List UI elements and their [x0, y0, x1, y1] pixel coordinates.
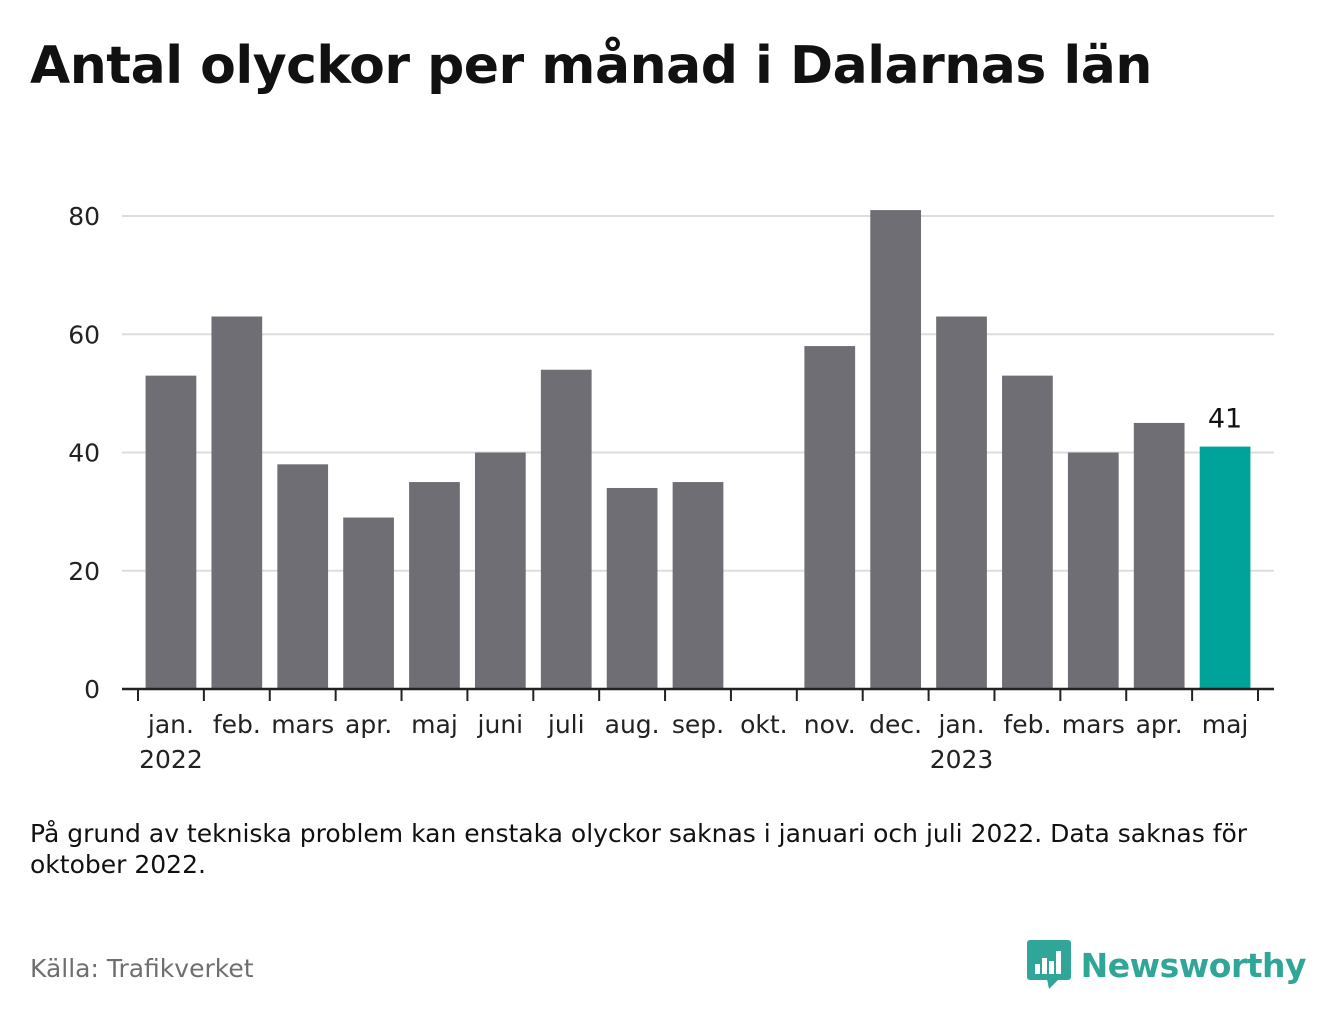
x-tick-label: dec.	[869, 710, 922, 739]
y-tick-label: 40	[68, 439, 100, 468]
y-tick-label: 20	[68, 557, 100, 586]
bar	[870, 210, 922, 689]
x-tick-label: maj	[411, 710, 458, 739]
x-tick-label: mars	[271, 710, 334, 739]
y-tick-label: 80	[68, 202, 100, 231]
source-label: Källa: Trafikverket	[30, 954, 254, 983]
x-tick-label: jan.	[147, 710, 194, 739]
y-tick-label: 0	[84, 675, 100, 704]
bar	[343, 517, 394, 689]
bar	[1002, 375, 1053, 689]
x-tick-label: feb.	[213, 710, 261, 739]
bar	[474, 452, 526, 689]
x-tick-label: jan.	[937, 710, 984, 739]
x-tick-label: apr.	[345, 710, 392, 739]
x-tick-label: maj	[1202, 710, 1249, 739]
bar	[145, 375, 197, 689]
footnote: På grund av tekniska problem kan enstaka…	[30, 819, 1248, 880]
bar	[1133, 422, 1185, 689]
brand-logo: Newsworthy	[1026, 940, 1307, 990]
x-tick-label: okt.	[740, 710, 788, 739]
bar	[672, 482, 724, 689]
bar	[936, 316, 987, 689]
bar-value-label: 41	[1208, 404, 1242, 435]
bar	[606, 487, 658, 689]
x-tick-label: apr.	[1136, 710, 1183, 739]
chart-title: Antal olyckor per månad i Dalarnas län	[30, 36, 1152, 96]
x-tick-label: nov.	[804, 710, 856, 739]
brand-name: Newsworthy	[1080, 945, 1307, 985]
x-tick-label: mars	[1062, 710, 1125, 739]
bar	[409, 482, 460, 689]
newsworthy-logo-icon	[1026, 940, 1071, 989]
x-tick-label: aug.	[605, 710, 660, 739]
bars	[145, 210, 1251, 689]
bar	[277, 464, 329, 689]
x-tick-label: feb.	[1003, 710, 1051, 739]
bar	[804, 346, 856, 689]
x-year-label: 2022	[139, 745, 203, 774]
bar	[540, 369, 592, 689]
x-tick-label: juni	[477, 710, 524, 739]
bar	[211, 316, 263, 689]
x-tick-label: juli	[547, 710, 585, 739]
x-tick-label: sep.	[672, 710, 724, 739]
x-axis	[122, 687, 1274, 701]
bar-highlight	[1199, 446, 1251, 689]
bar	[1067, 452, 1119, 689]
x-year-label: 2023	[930, 745, 994, 774]
y-tick-label: 60	[68, 320, 100, 349]
